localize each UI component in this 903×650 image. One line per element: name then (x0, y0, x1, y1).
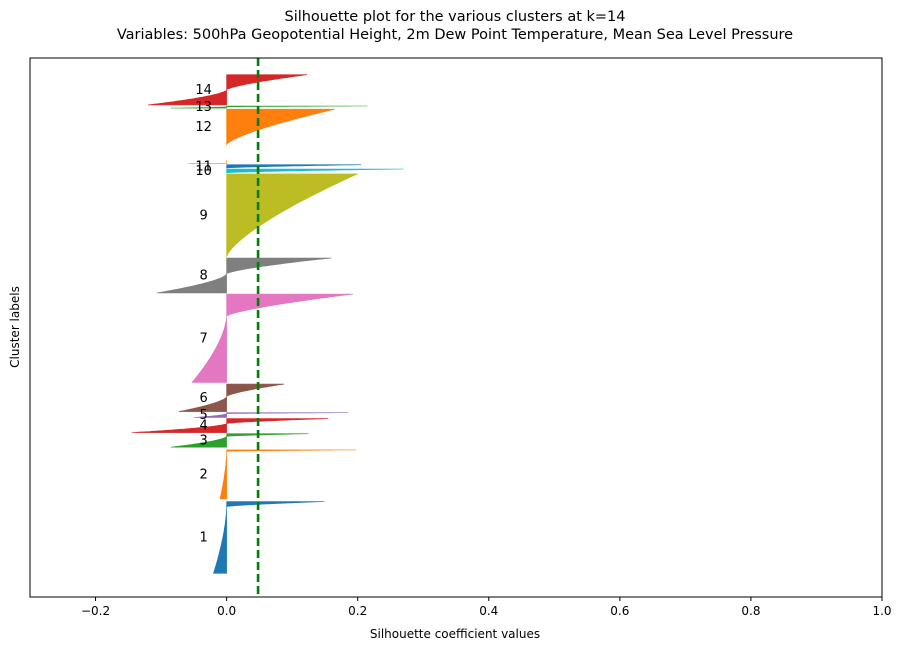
cluster-label-6: 6 (200, 391, 208, 406)
x-axis-label: Silhouette coefficient values (370, 627, 540, 641)
cluster-label-13: 13 (195, 100, 212, 115)
cluster-label-3: 3 (200, 433, 208, 448)
silhouette-bar-cluster-11 (226, 164, 362, 169)
silhouette-bar-cluster-11 (188, 159, 227, 164)
x-tick-label: −0.2 (81, 604, 110, 618)
cluster-label-10: 10 (195, 164, 212, 179)
cluster-label-12: 12 (195, 120, 212, 135)
x-tick-label: 1.0 (872, 604, 891, 618)
axes-frame (29, 57, 883, 598)
silhouette-bar-cluster-14 (147, 74, 308, 106)
silhouette-bar-cluster-2 (219, 449, 357, 500)
x-tick-label: 0.8 (741, 604, 760, 618)
cluster-label-7: 7 (200, 331, 208, 346)
silhouette-bars (131, 74, 404, 574)
silhouette-bar-cluster-7 (191, 293, 354, 383)
cluster-label-5: 5 (200, 408, 208, 423)
silhouette-bar-cluster-13 (170, 105, 368, 109)
cluster-label-1: 1 (200, 530, 208, 545)
silhouette-bar-cluster-1 (213, 501, 325, 574)
silhouette-bar-cluster-6 (178, 383, 285, 412)
chart-title: Silhouette plot for the various clusters… (284, 9, 625, 25)
cluster-label-8: 8 (200, 268, 208, 283)
silhouette-bar-cluster-3 (170, 433, 309, 448)
silhouette-bar-cluster-9 (226, 173, 358, 258)
x-tick-label: 0.0 (217, 604, 236, 618)
cluster-label-2: 2 (200, 467, 208, 482)
x-axis-ticks: −0.2 0.0 0.2 0.4 0.6 0.8 1.0 (81, 597, 892, 618)
x-tick-label: 0.4 (479, 604, 498, 618)
cluster-label-11: 11 (195, 159, 212, 174)
cluster-label-14: 14 (195, 83, 212, 98)
y-axis-label: Cluster labels (8, 286, 22, 368)
silhouette-bar-cluster-10 (226, 168, 404, 174)
cluster-label-9: 9 (200, 208, 208, 223)
silhouette-bar-cluster-4 (131, 418, 329, 433)
silhouette-bar-cluster-8 (156, 257, 332, 294)
silhouette-bar-cluster-5 (193, 412, 348, 418)
cluster-label-4: 4 (200, 419, 208, 434)
silhouette-bar-cluster-12 (226, 108, 335, 146)
x-tick-label: 0.2 (348, 604, 367, 618)
chart-subtitle: Variables: 500hPa Geopotential Height, 2… (117, 27, 793, 43)
x-tick-label: 0.6 (610, 604, 629, 618)
